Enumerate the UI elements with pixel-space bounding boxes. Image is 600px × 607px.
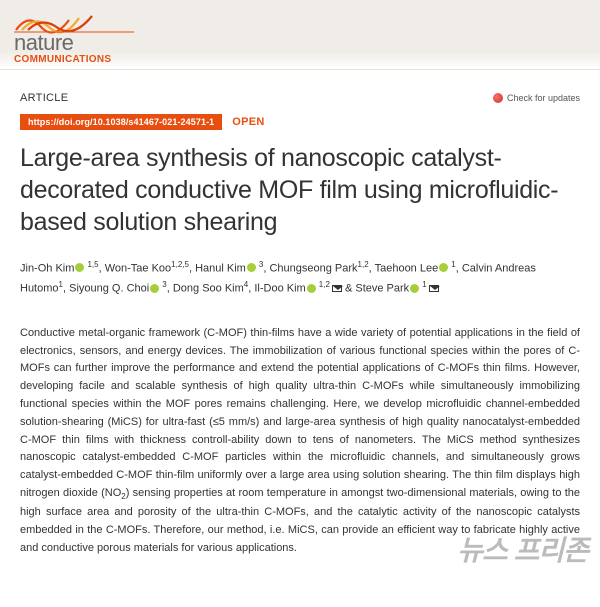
author[interactable]: Hanul Kim — [195, 263, 246, 275]
article-type-label: ARTICLE — [20, 92, 68, 104]
journal-subname: COMMUNICATIONS — [14, 54, 111, 65]
orcid-icon[interactable] — [247, 263, 256, 272]
affil: 3 — [259, 260, 263, 269]
author[interactable]: Dong Soo Kim — [173, 283, 244, 295]
doi-row: https://doi.org/10.1038/s41467-021-24571… — [20, 114, 580, 130]
orcid-icon[interactable] — [307, 284, 316, 293]
affil: 1,2 — [319, 280, 330, 289]
author[interactable]: Chungseong Park — [269, 263, 357, 275]
affil: 1,5 — [87, 260, 98, 269]
author[interactable]: Won-Tae Koo — [105, 263, 171, 275]
article-title: Large-area synthesis of nanoscopic catal… — [20, 142, 580, 238]
open-access-label: OPEN — [232, 116, 264, 128]
article-type-row: ARTICLE Check for updates — [20, 92, 580, 104]
updates-icon — [493, 93, 503, 103]
affil: 1,2,5 — [171, 260, 189, 269]
journal-header: nature COMMUNICATIONS — [0, 0, 600, 70]
orcid-icon[interactable] — [410, 284, 419, 293]
author[interactable]: Siyoung Q. Choi — [69, 283, 149, 295]
abstract-part1: Conductive metal-organic framework (C-MO… — [20, 327, 580, 499]
affil: 3 — [162, 280, 166, 289]
article-content: ARTICLE Check for updates https://doi.or… — [0, 70, 600, 558]
author[interactable]: Steve Park — [355, 283, 409, 295]
affil: 1 — [422, 280, 426, 289]
updates-text: Check for updates — [507, 93, 580, 103]
author[interactable]: Taehoon Lee — [375, 263, 439, 275]
orcid-icon[interactable] — [150, 284, 159, 293]
author[interactable]: Jin-Oh Kim — [20, 263, 74, 275]
journal-name: nature — [14, 30, 73, 56]
affil: 1 — [451, 260, 455, 269]
doi-link[interactable]: https://doi.org/10.1038/s41467-021-24571… — [20, 114, 222, 130]
author[interactable]: Il-Doo Kim — [254, 283, 305, 295]
mail-icon[interactable] — [332, 285, 342, 292]
author-list: Jin-Oh Kim 1,5, Won-Tae Koo1,2,5, Hanul … — [20, 258, 580, 299]
orcid-icon[interactable] — [75, 263, 84, 272]
affil: 1 — [59, 280, 63, 289]
orcid-icon[interactable] — [439, 263, 448, 272]
affil: 4 — [244, 280, 248, 289]
mail-icon[interactable] — [429, 285, 439, 292]
abstract-text: Conductive metal-organic framework (C-MO… — [20, 325, 580, 558]
check-updates-button[interactable]: Check for updates — [493, 93, 580, 103]
journal-logo: nature COMMUNICATIONS — [14, 8, 214, 63]
affil: 1,2 — [358, 260, 369, 269]
